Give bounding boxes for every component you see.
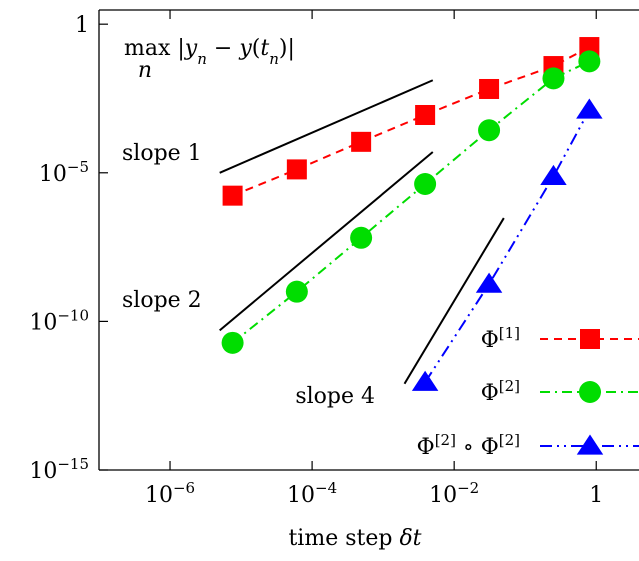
plot-label: max |yn − y(tn)| [124,36,295,68]
slope-reference-line [219,79,434,174]
square-marker [222,185,243,206]
slope-label: slope 1 [122,141,202,166]
circle-marker [542,67,565,90]
series-line [424,109,591,383]
square-marker [286,159,307,180]
triangle-marker [540,164,567,185]
circle-marker [350,226,373,249]
circle-marker [414,172,437,195]
x-tick-label: 10−2 [429,479,479,508]
triangle-marker [576,98,603,119]
y-tick-label: 10−10 [29,306,89,335]
axis-ticks: 10−6 10−4 10−2 1 1 10−5 10−10 10−15 [29,10,603,508]
circle-marker [285,280,308,303]
data-series [221,37,603,391]
x-axis-label: time step δt [288,526,421,551]
legend-label: Φ[2] ∘ Φ[2] [417,431,520,460]
legend-label: Φ[2] [481,377,520,406]
y-tick-label: 10−15 [29,455,89,484]
triangle-marker [411,370,439,391]
circle-marker [221,331,244,354]
triangle-marker [576,434,604,455]
slope-label: slope 2 [122,288,202,313]
square-marker [479,78,500,99]
slope-reference-line [219,151,434,332]
annotations: time step δt max |yn − y(tn)|n slope 1 slop… [122,36,422,551]
x-tick-label: 10−6 [145,479,195,508]
x-tick-label: 1 [589,483,603,508]
circle-marker [578,50,601,73]
y-tick-label: 10−5 [39,158,89,187]
legend: Φ[1] Φ[2] Φ[2] ∘ Φ[2] [417,324,639,460]
triangle-marker [475,272,503,293]
x-tick-label: 10−4 [287,479,337,508]
circle-marker [478,119,501,142]
y-tick-label: 1 [75,13,89,38]
plot-label-sub: n [138,58,152,83]
series-line [232,46,590,197]
circle-marker [579,381,601,403]
square-marker [351,131,372,152]
square-marker [415,104,436,125]
plot-frame [98,9,639,471]
series-line [231,60,590,344]
reference-lines [219,79,505,385]
legend-label: Φ[1] [481,324,520,353]
square-marker [580,329,600,349]
slope-label: slope 4 [295,384,375,409]
slope-reference-line [403,217,505,385]
